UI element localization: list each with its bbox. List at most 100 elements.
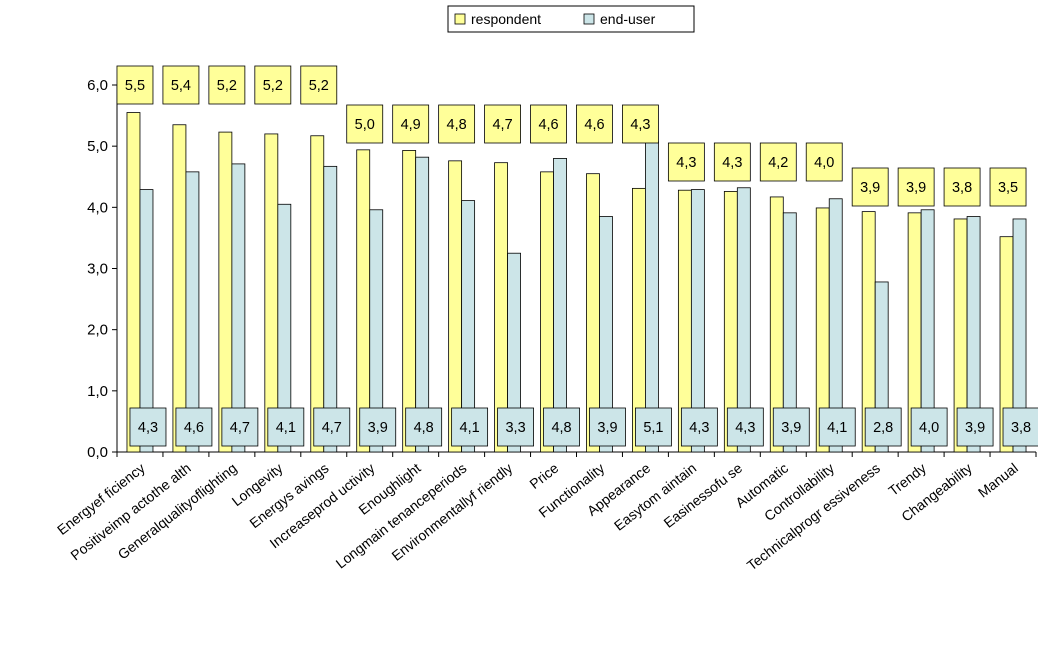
legend-label-respondent: respondent bbox=[471, 11, 541, 27]
series-end-user bbox=[139, 141, 1027, 453]
data-label-end-user: 4,7 bbox=[230, 420, 250, 436]
data-label-end-user: 5,1 bbox=[643, 420, 663, 436]
data-label-box-end-user bbox=[956, 407, 994, 447]
bar-end-user bbox=[1012, 218, 1027, 453]
category-label: Price bbox=[526, 460, 561, 492]
data-label-box-respondent bbox=[162, 65, 200, 105]
data-label-box-end-user bbox=[451, 407, 489, 447]
data-label-box-respondent bbox=[484, 104, 521, 144]
data-label-box-respondent bbox=[943, 167, 981, 207]
data-label-box-respondent bbox=[438, 104, 476, 144]
data-label-box-respondent bbox=[254, 65, 292, 105]
category-label: Manual bbox=[975, 460, 1021, 501]
data-label-box-end-user bbox=[267, 407, 305, 447]
data-label-box-respondent bbox=[989, 167, 1027, 207]
data-label-end-user: 4,8 bbox=[551, 420, 571, 436]
data-label-end-user: 2,8 bbox=[873, 420, 893, 436]
bar-respondent bbox=[264, 133, 279, 453]
data-label-box-respondent bbox=[897, 167, 935, 207]
legend: respondent end-user bbox=[447, 5, 695, 33]
data-label-respondent: 3,8 bbox=[952, 180, 972, 196]
data-label-box-end-user bbox=[313, 407, 351, 447]
bar-end-user bbox=[645, 141, 659, 453]
data-label-respondent: 5,0 bbox=[355, 117, 375, 133]
data-label-end-user: 3,8 bbox=[1011, 420, 1031, 436]
data-label-box-respondent bbox=[208, 65, 246, 105]
data-label-end-user: 4,1 bbox=[460, 420, 480, 436]
data-label-box-respondent bbox=[392, 104, 430, 144]
y-tick-label: 4,0 bbox=[87, 199, 108, 216]
data-label-box-end-user bbox=[910, 407, 948, 447]
bar-end-user bbox=[231, 163, 246, 453]
bar-respondent bbox=[126, 112, 141, 453]
y-tick-label: 3,0 bbox=[87, 261, 108, 278]
legend-label-end-user: end-user bbox=[600, 11, 656, 27]
data-label-respondent: 4,3 bbox=[630, 117, 650, 133]
bar-respondent bbox=[356, 149, 371, 453]
data-label-end-user: 3,3 bbox=[505, 420, 525, 436]
bar-end-user bbox=[690, 189, 705, 453]
data-label-box-end-user bbox=[680, 407, 718, 447]
data-label-box-respondent bbox=[622, 104, 659, 144]
data-label-box-end-user bbox=[772, 407, 810, 447]
y-tick-label: 0,0 bbox=[87, 444, 108, 461]
data-label-end-user: 4,8 bbox=[414, 420, 434, 436]
bar-end-user bbox=[323, 165, 338, 453]
data-label-box-end-user bbox=[359, 407, 397, 447]
data-label-box-end-user bbox=[129, 407, 167, 447]
bar-end-user bbox=[553, 157, 567, 453]
data-label-end-user: 4,1 bbox=[827, 420, 847, 436]
y-tick-label: 1,0 bbox=[87, 383, 108, 400]
data-label-box-respondent bbox=[667, 142, 705, 182]
data-label-box-end-user bbox=[543, 407, 580, 447]
data-label-box-respondent bbox=[530, 104, 567, 144]
data-label-end-user: 4,7 bbox=[322, 420, 342, 436]
bar-end-user bbox=[736, 187, 751, 453]
category-label: Easinessofu se bbox=[660, 460, 745, 531]
data-label-end-user: 4,1 bbox=[276, 420, 296, 436]
category-label: Easytom aintain bbox=[611, 460, 699, 534]
data-label-respondent: 4,8 bbox=[447, 117, 467, 133]
legend-swatch-end-user bbox=[583, 13, 595, 25]
data-label-box-respondent bbox=[300, 65, 338, 105]
data-label-respondent: 4,6 bbox=[538, 117, 558, 133]
data-label-box-respondent bbox=[759, 142, 797, 182]
bar-end-user bbox=[277, 203, 292, 453]
data-label-box-respondent bbox=[346, 104, 384, 144]
data-label-respondent: 4,3 bbox=[722, 155, 742, 171]
data-label-box-end-user bbox=[497, 407, 534, 447]
bar-end-user bbox=[782, 212, 797, 453]
bar-end-user bbox=[139, 189, 154, 453]
bar-respondent bbox=[218, 131, 233, 453]
data-label-end-user: 4,0 bbox=[919, 420, 939, 436]
data-label-box-end-user bbox=[589, 407, 626, 447]
data-label-respondent: 4,7 bbox=[492, 117, 512, 133]
data-label-end-user: 3,9 bbox=[965, 420, 985, 436]
data-label-end-user: 4,3 bbox=[138, 420, 158, 436]
bars bbox=[126, 112, 1027, 453]
data-label-respondent: 5,4 bbox=[171, 78, 191, 94]
bar-end-user bbox=[461, 200, 476, 453]
data-label-box-end-user bbox=[726, 407, 764, 447]
data-label-end-user: 4,3 bbox=[689, 420, 709, 436]
legend-swatch-respondent bbox=[454, 13, 466, 25]
data-label-respondent: 4,2 bbox=[768, 155, 788, 171]
data-labels: 5,5 5,4 5,2 5,2 5,2 5,0 4,9 4,8 4,7 4,6 4,6 4,3 4,3 4… bbox=[116, 65, 1038, 447]
series-respondent bbox=[126, 112, 1014, 453]
y-tick-label: 6,0 bbox=[87, 77, 108, 94]
data-label-box-respondent bbox=[805, 142, 843, 182]
y-tick-label: 2,0 bbox=[87, 322, 108, 339]
data-label-box-end-user bbox=[635, 407, 672, 447]
bar-respondent bbox=[402, 150, 417, 453]
y-tick-label: 5,0 bbox=[87, 138, 108, 155]
data-label-end-user: 3,9 bbox=[597, 420, 617, 436]
data-label-respondent: 3,9 bbox=[906, 180, 926, 196]
data-label-box-respondent bbox=[851, 167, 889, 207]
legend-frame bbox=[447, 5, 695, 33]
data-label-box-end-user bbox=[1002, 407, 1038, 447]
bar-respondent bbox=[310, 135, 325, 453]
data-label-respondent: 5,2 bbox=[309, 78, 329, 94]
